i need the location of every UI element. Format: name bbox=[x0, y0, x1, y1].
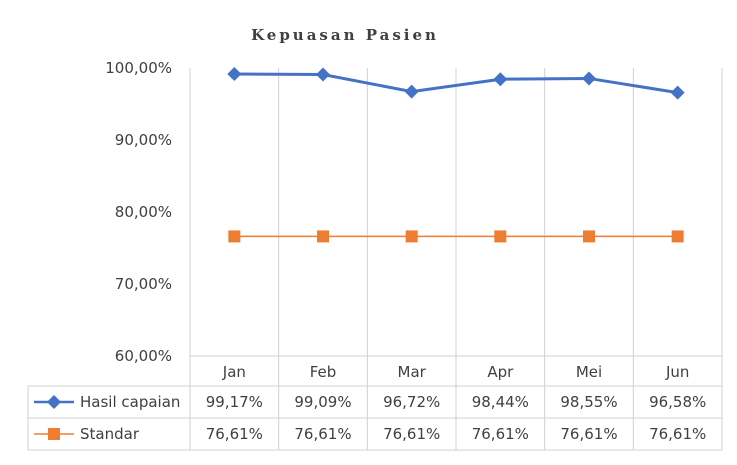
data-point-square bbox=[405, 230, 418, 243]
data-point-diamond bbox=[670, 85, 685, 100]
y-tick-label: 60,00% bbox=[115, 347, 172, 365]
data-point-square bbox=[494, 230, 507, 243]
series-layer bbox=[227, 66, 685, 243]
table-cell-value: 96,72% bbox=[383, 393, 440, 411]
table-cell-value: 99,17% bbox=[206, 393, 263, 411]
data-point-diamond bbox=[227, 66, 242, 81]
data-point-square bbox=[228, 230, 241, 243]
data-point-square bbox=[671, 230, 684, 243]
table-cell-value: 99,09% bbox=[294, 393, 351, 411]
data-table: Jan Feb Mar Apr Mei Jun Hasil capaian 99,17% 99,… bbox=[27, 355, 722, 451]
table-cell-value: 98,44% bbox=[472, 393, 529, 411]
x-category-label: Apr bbox=[487, 363, 514, 381]
table-cell-value: 76,61% bbox=[472, 425, 529, 443]
table-cell-value: 76,61% bbox=[649, 425, 706, 443]
x-category-label: Mei bbox=[576, 363, 602, 381]
x-category-label: Jun bbox=[665, 363, 689, 381]
data-point-diamond bbox=[316, 67, 330, 82]
y-tick-label: 100,00% bbox=[105, 59, 172, 77]
x-category-label: Feb bbox=[310, 363, 337, 381]
y-tick-label: 80,00% bbox=[115, 203, 172, 221]
y-tick-label: 70,00% bbox=[115, 275, 172, 293]
legend-key-marker bbox=[47, 395, 61, 409]
x-category-label: Jan bbox=[222, 363, 246, 381]
table-cell-value: 98,55% bbox=[560, 393, 617, 411]
legend-key-marker bbox=[48, 428, 60, 440]
data-point-square bbox=[583, 230, 595, 243]
data-point-diamond bbox=[404, 84, 419, 99]
table-cell-value: 76,61% bbox=[560, 425, 617, 443]
data-point-diamond bbox=[493, 72, 508, 87]
chart-title: Kepuasan Pasien bbox=[251, 26, 439, 44]
x-category-label: Mar bbox=[398, 363, 427, 381]
table-cell-value: 76,61% bbox=[383, 425, 440, 443]
series-line bbox=[234, 72, 678, 95]
y-tick-label: 90,00% bbox=[115, 131, 172, 149]
table-cell-value: 96,58% bbox=[649, 393, 706, 411]
legend-series-name: Standar bbox=[80, 425, 140, 443]
legend-series-name: Hasil capaian bbox=[80, 393, 180, 411]
y-axis: 100,00% 90,00% 80,00% 70,00% 60,00% bbox=[105, 59, 172, 365]
data-point-square bbox=[317, 230, 329, 243]
data-point-diamond bbox=[582, 71, 596, 86]
table-cell-value: 76,61% bbox=[294, 425, 351, 443]
table-cell-value: 76,61% bbox=[206, 425, 263, 443]
